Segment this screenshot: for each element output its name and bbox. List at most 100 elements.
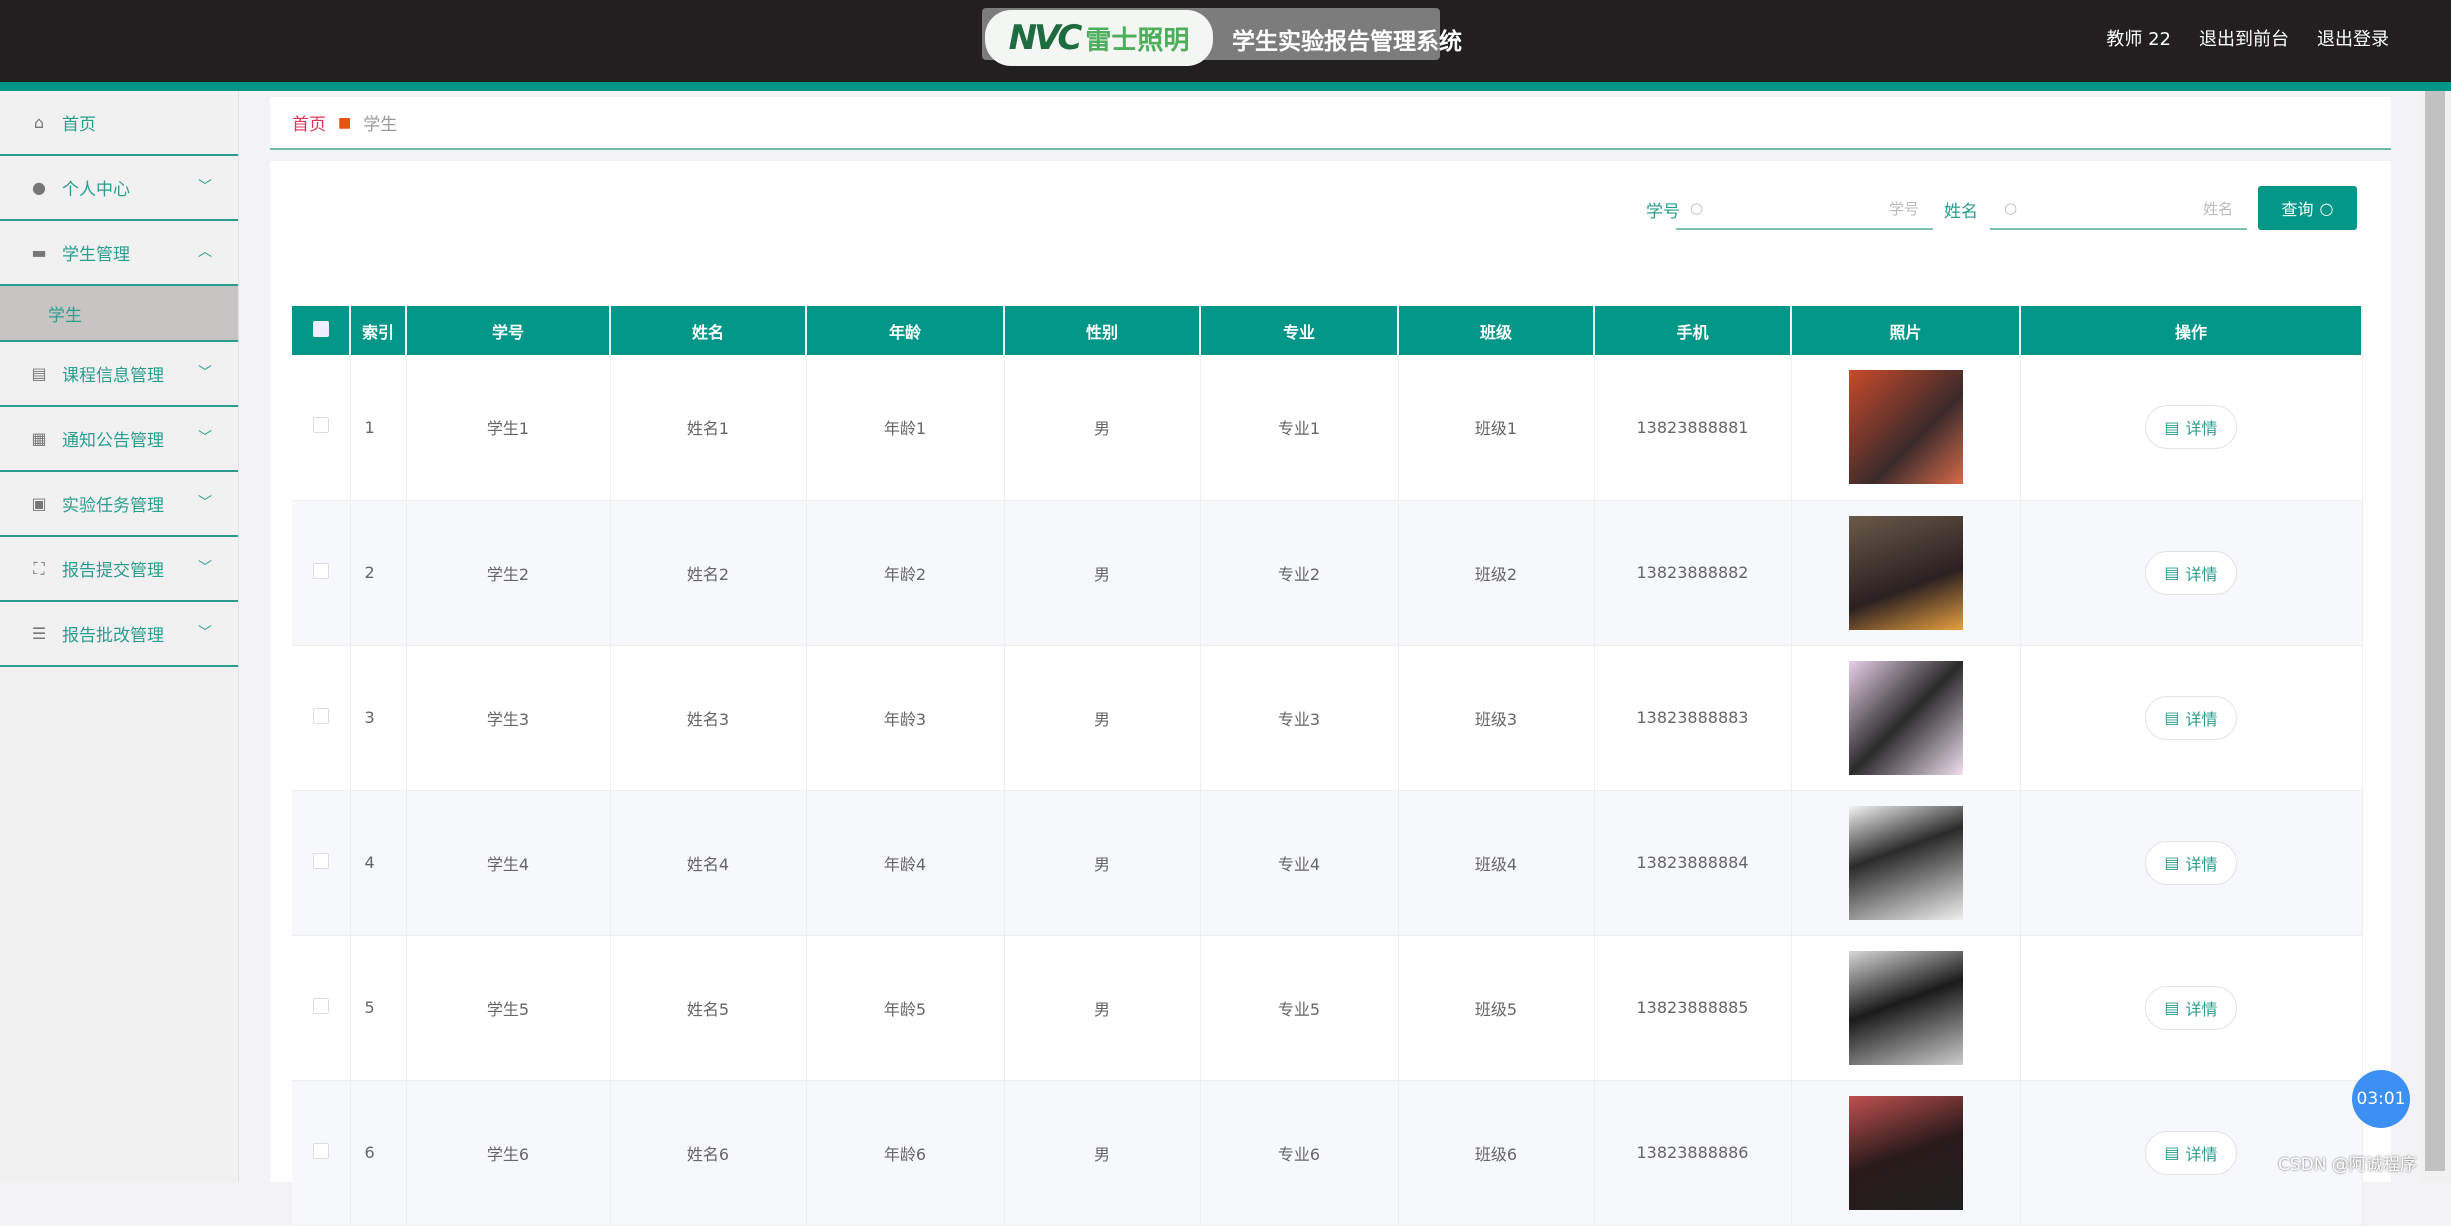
sidebar-item-profile[interactable]: ● 个人中心 ﹀ xyxy=(0,156,238,221)
logo-mark: NVC xyxy=(1008,18,1083,58)
cell-phone: 13823888884 xyxy=(1594,790,1792,936)
sidebar-subitem-student[interactable]: 学生 xyxy=(0,286,238,342)
breadcrumb-current: 学生 xyxy=(363,115,398,135)
sidebar: ⌂ 首页 ● 个人中心 ﹀ ▬ 学生管理 ︿ 学生 ▤ 课程信息管理 ﹀ ▦ 通知公告管理 ﹀ ▣… xyxy=(0,91,239,1182)
cell-cls: 班级5 xyxy=(1398,935,1595,1081)
cell-no: 学生6 xyxy=(406,1080,611,1226)
sidebar-item-notice[interactable]: ▦ 通知公告管理 ﹀ xyxy=(0,407,238,472)
detail-button[interactable]: ▤ 详情 xyxy=(2145,985,2237,1030)
cell-name: 姓名3 xyxy=(610,645,807,791)
col-major: 专业 xyxy=(1200,306,1399,355)
select-all-checkbox[interactable] xyxy=(292,306,351,355)
sidebar-item-report-submit[interactable]: ⛶ 报告提交管理 ﹀ xyxy=(0,537,238,602)
sidebar-item-student-mgmt[interactable]: ▬ 学生管理 ︿ xyxy=(0,221,238,286)
chevron-down-icon: ﹀ xyxy=(198,179,212,195)
student-photo[interactable] xyxy=(1848,805,1963,920)
col-name: 姓名 xyxy=(610,306,807,355)
student-table: 索引 学号 姓名 年龄 性别 专业 班级 手机 照片 操作 1 学生1 姓名1 年龄1… xyxy=(292,306,2363,1226)
cell-phone: 13823888883 xyxy=(1594,645,1792,791)
cell-sex: 男 xyxy=(1004,790,1201,936)
table-row: 3 学生3 姓名3 年龄3 男专业3 班级3 13823888883 ▤ 详情 xyxy=(292,645,2363,791)
cell-name: 姓名2 xyxy=(610,500,807,646)
cell-cls: 班级6 xyxy=(1398,1080,1595,1226)
name-input[interactable]: ○ 姓名 xyxy=(1990,188,2247,230)
cell-idx: 2 xyxy=(350,500,407,646)
sidebar-item-home[interactable]: ⌂ 首页 xyxy=(0,91,238,156)
cell-no: 学生2 xyxy=(406,500,611,646)
sidebar-item-task[interactable]: ▣ 实验任务管理 ﹀ xyxy=(0,472,238,537)
cell-cls: 班级1 xyxy=(1398,355,1595,501)
cell-name: 姓名5 xyxy=(610,935,807,1081)
row-checkbox[interactable] xyxy=(292,935,351,1081)
row-checkbox[interactable] xyxy=(292,645,351,791)
cell-age: 年龄5 xyxy=(806,935,1005,1081)
logout-link[interactable]: 退出登录 xyxy=(2317,29,2389,50)
cell-no: 学生5 xyxy=(406,935,611,1081)
cell-photo xyxy=(1791,500,2021,646)
document-icon: ▤ xyxy=(2164,1143,2180,1162)
cell-major: 专业2 xyxy=(1200,500,1399,646)
cell-age: 年龄3 xyxy=(806,645,1005,791)
table-row: 2 学生2 姓名2 年龄2 男专业2 班级2 13823888882 ▤ 详情 xyxy=(292,500,2363,646)
cell-sex: 男 xyxy=(1004,355,1201,501)
cell-major: 专业6 xyxy=(1200,1080,1399,1226)
sidebar-item-report-review[interactable]: ☰ 报告批改管理 ﹀ xyxy=(0,602,238,667)
cell-age: 年龄2 xyxy=(806,500,1005,646)
student-photo[interactable] xyxy=(1848,950,1963,1065)
cell-major: 专业3 xyxy=(1200,645,1399,791)
table-row: 1 学生1 姓名1 年龄1 男专业1 班级1 13823888881 ▤ 详情 xyxy=(292,355,2363,501)
monitor-icon: ▬ xyxy=(31,243,47,262)
row-checkbox[interactable] xyxy=(292,500,351,646)
list-icon: ☰ xyxy=(31,624,47,643)
student-no-input[interactable]: ○ 学号 xyxy=(1676,188,1933,230)
detail-button[interactable]: ▤ 详情 xyxy=(2145,695,2237,740)
sidebar-item-course[interactable]: ▤ 课程信息管理 ﹀ xyxy=(0,342,238,407)
cell-photo xyxy=(1791,790,2021,936)
row-checkbox[interactable] xyxy=(292,1080,351,1226)
header-accent-bar xyxy=(0,82,2451,91)
breadcrumb-home[interactable]: 首页 xyxy=(292,115,326,135)
row-checkbox[interactable] xyxy=(292,355,351,501)
query-button[interactable]: 查询 ○ xyxy=(2258,186,2357,230)
cell-cls: 班级2 xyxy=(1398,500,1595,646)
cell-idx: 6 xyxy=(350,1080,407,1226)
student-photo[interactable] xyxy=(1848,515,1963,630)
table-header: 索引 学号 姓名 年龄 性别 专业 班级 手机 照片 操作 xyxy=(292,306,2363,355)
student-photo[interactable] xyxy=(1848,1095,1963,1210)
table-row: 5 学生5 姓名5 年龄5 男专业5 班级5 13823888885 ▤ 详情 xyxy=(292,935,2363,1081)
search-icon: ○ xyxy=(1690,199,1704,217)
cell-no: 学生1 xyxy=(406,355,611,501)
search-icon: ○ xyxy=(2319,198,2334,218)
cell-action: ▤ 详情 xyxy=(2020,500,2363,646)
chevron-down-icon: ﹀ xyxy=(198,495,212,511)
search-icon: ○ xyxy=(2004,199,2018,217)
cell-no: 学生4 xyxy=(406,790,611,936)
student-photo[interactable] xyxy=(1848,370,1963,485)
scrollbar-thumb[interactable] xyxy=(2425,91,2445,1171)
cell-idx: 4 xyxy=(350,790,407,936)
cell-phone: 13823888881 xyxy=(1594,355,1792,501)
detail-button[interactable]: ▤ 详情 xyxy=(2145,840,2237,885)
col-index: 索引 xyxy=(350,306,407,355)
detail-button[interactable]: ▤ 详情 xyxy=(2145,1130,2237,1175)
document-icon: ▤ xyxy=(2164,853,2180,872)
cell-sex: 男 xyxy=(1004,645,1201,791)
cell-phone: 13823888885 xyxy=(1594,935,1792,1081)
cell-idx: 1 xyxy=(350,355,407,501)
cell-action: ▤ 详情 xyxy=(2020,790,2363,936)
cell-major: 专业1 xyxy=(1200,355,1399,501)
row-checkbox[interactable] xyxy=(292,790,351,936)
grid-icon: ▦ xyxy=(31,429,47,448)
chevron-down-icon: ﹀ xyxy=(198,625,212,641)
watermark: CSDN @阿诚程序 xyxy=(2278,1155,2417,1175)
cell-action: ▤ 详情 xyxy=(2020,645,2363,791)
student-photo[interactable] xyxy=(1848,660,1963,775)
cell-photo xyxy=(1791,1080,2021,1226)
detail-button[interactable]: ▤ 详情 xyxy=(2145,405,2237,450)
col-sex: 性别 xyxy=(1004,306,1201,355)
chevron-down-icon: ﹀ xyxy=(198,560,212,576)
col-photo: 照片 xyxy=(1791,306,2021,355)
col-action: 操作 xyxy=(2020,306,2363,355)
detail-button[interactable]: ▤ 详情 xyxy=(2145,550,2237,595)
to-front-link[interactable]: 退出到前台 xyxy=(2199,29,2289,50)
